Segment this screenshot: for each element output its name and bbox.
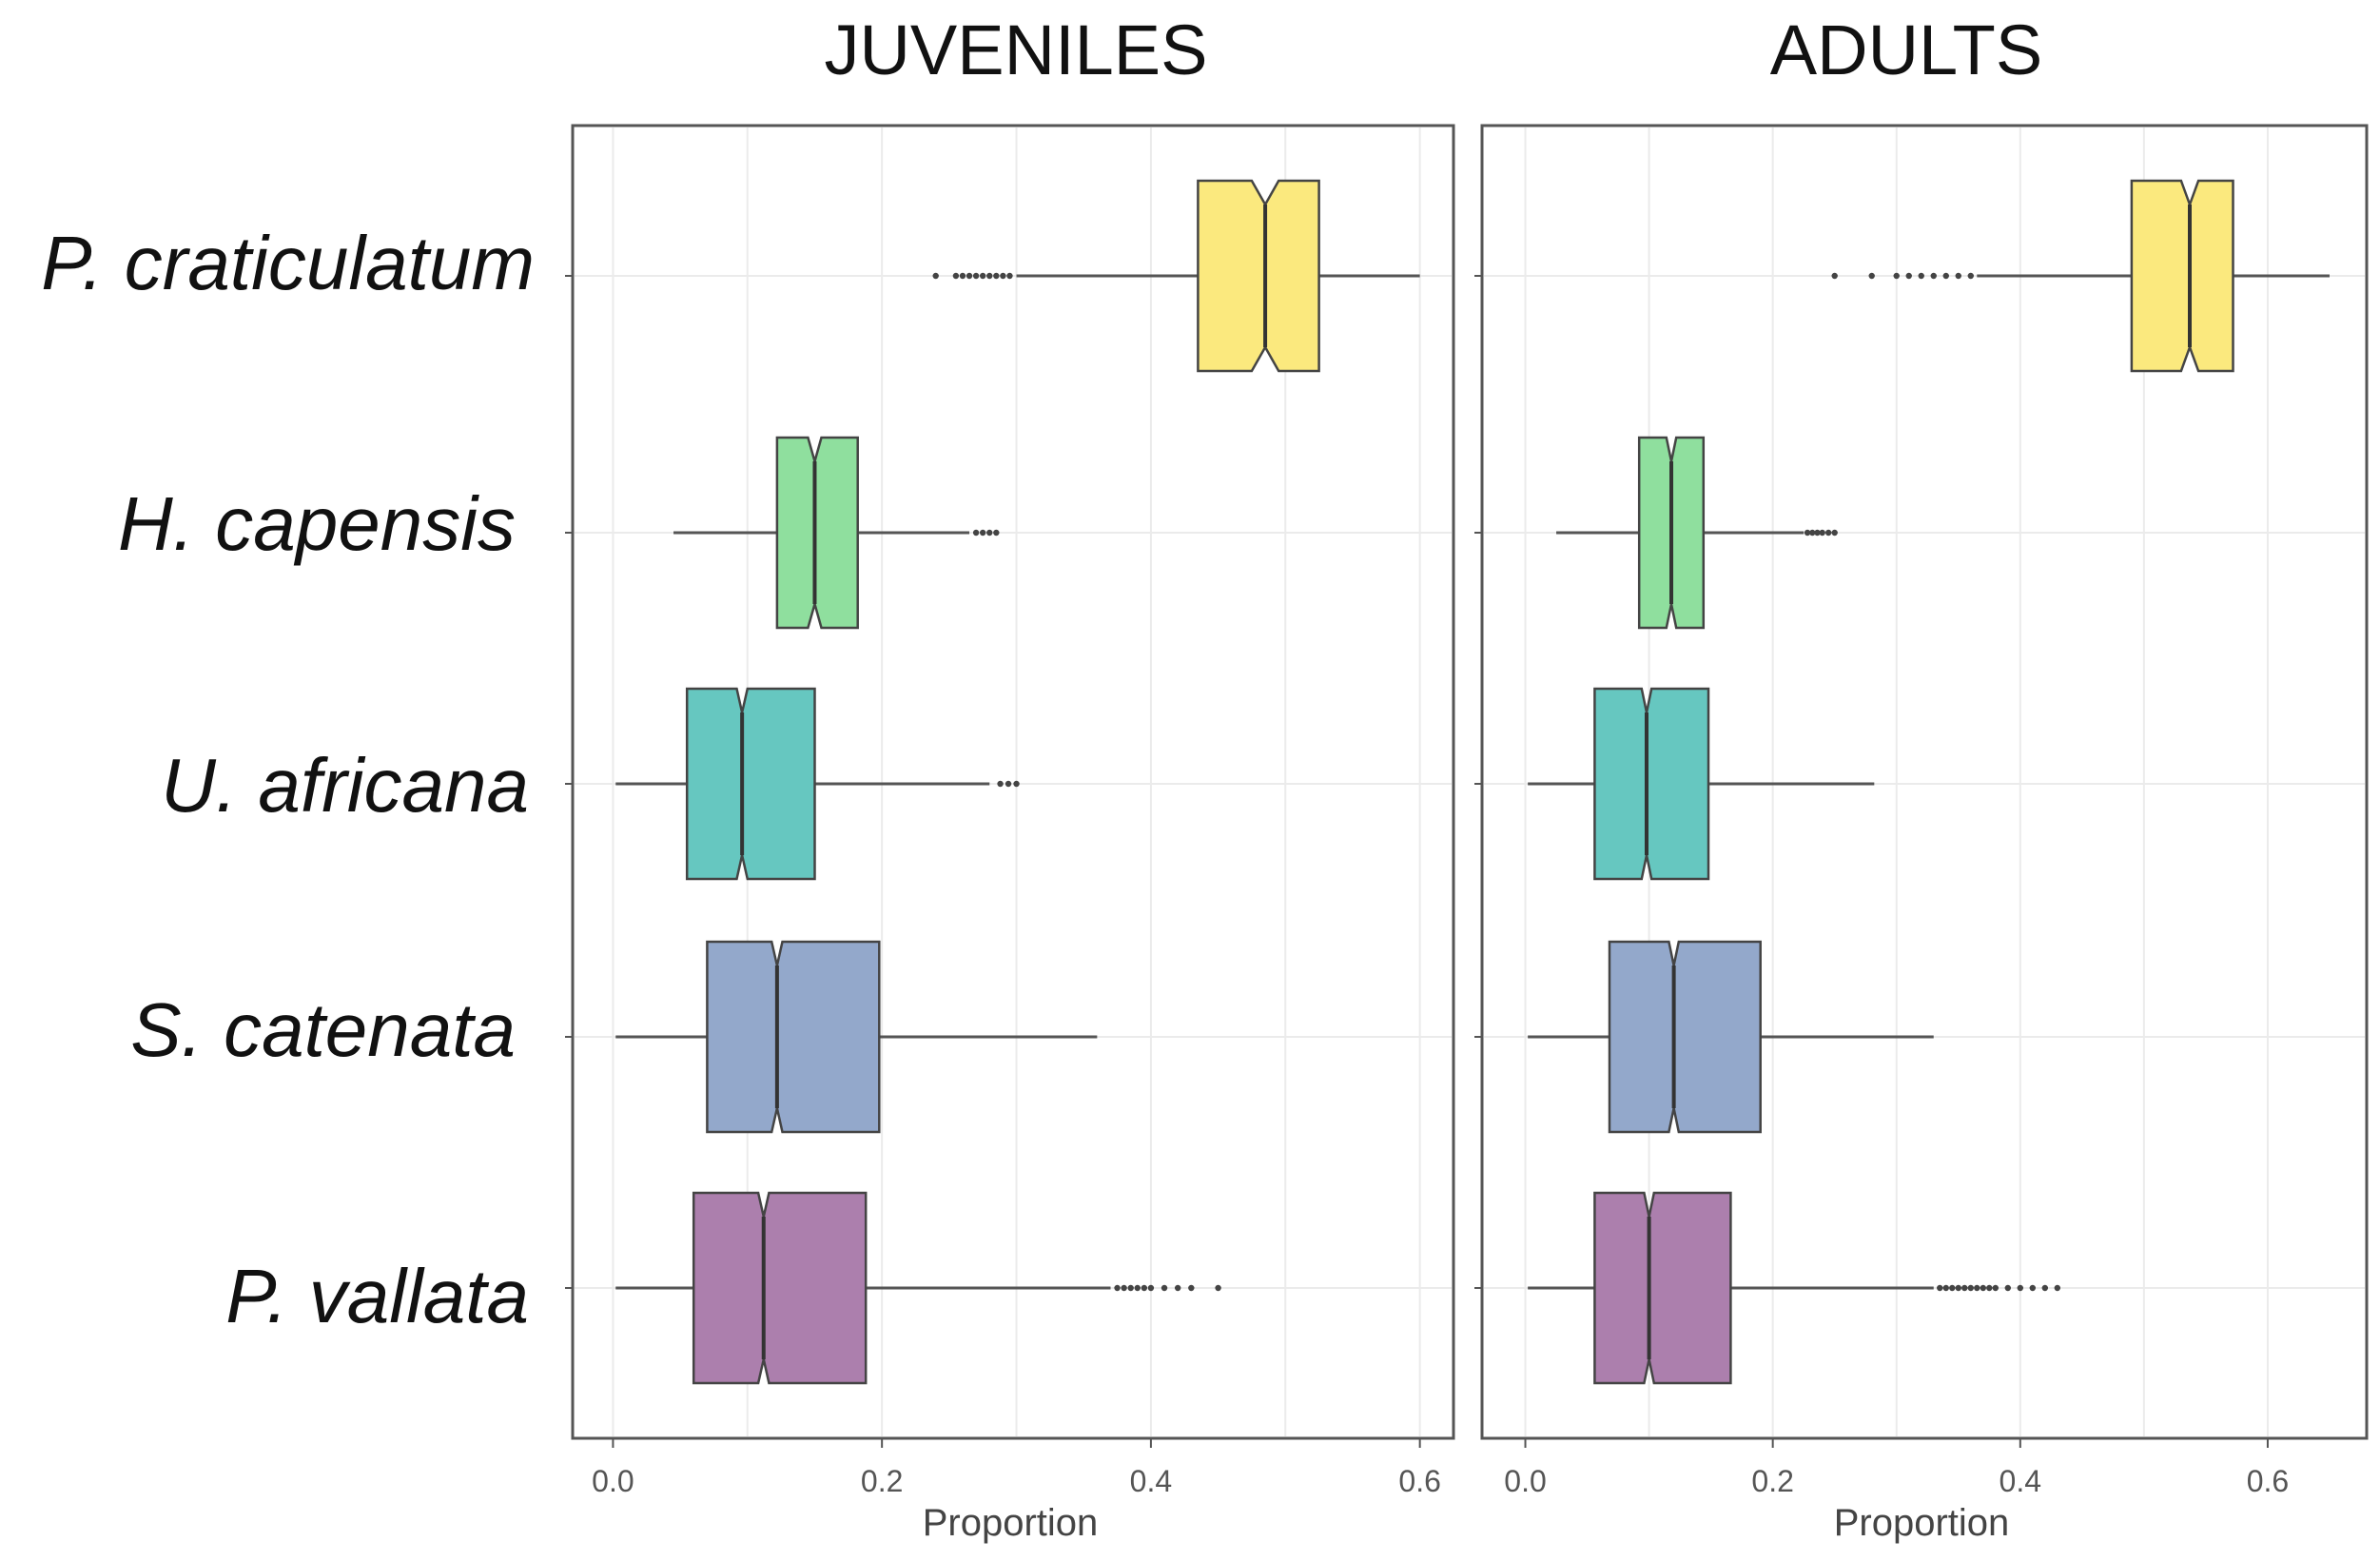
x-tick-label: 0.0 [1504, 1464, 1546, 1498]
box-juveniles-p-craticulatum [1197, 179, 1320, 373]
outlier-point [1986, 1284, 1993, 1292]
panel-adults [1474, 127, 2365, 1436]
outlier-point [1992, 1284, 1999, 1292]
panel-juveniles [565, 127, 1452, 1436]
x-tick-label: 0.2 [1751, 1464, 1793, 1498]
x-tick-label: 0.6 [2247, 1464, 2289, 1498]
outlier-point [1215, 1284, 1221, 1292]
outlier-point [1949, 1284, 1956, 1292]
outlier-point [1937, 1284, 1943, 1292]
outlier-point [1868, 272, 1875, 280]
outlier-point [993, 529, 1000, 537]
box-group-adults-h-capensis [1556, 436, 1838, 630]
box-adults-u-africana [1593, 687, 1710, 881]
outlier-point [1918, 272, 1924, 280]
box-group-adults-u-africana [1528, 687, 1875, 881]
outlier-point [1147, 1284, 1155, 1292]
box-adults-p-vallata [1593, 1191, 1732, 1385]
outlier-point [2041, 1284, 2049, 1292]
outlier-point [1967, 272, 1974, 280]
outlier-point [1013, 780, 1020, 788]
outlier-point [2017, 1284, 2024, 1292]
outlier-point [1809, 529, 1816, 537]
box-juveniles-u-africana [685, 687, 816, 881]
outlier-point [1000, 272, 1006, 280]
outlier-point [1141, 1284, 1148, 1292]
box-group-adults-p-craticulatum [1831, 179, 2330, 373]
outlier-point [1955, 272, 1961, 280]
outlier-point [986, 272, 993, 280]
outlier-point [979, 529, 986, 537]
box-juveniles-s-catenata [706, 940, 881, 1134]
outlier-point [1127, 1284, 1134, 1292]
outlier-point [1188, 1284, 1195, 1292]
species-label-s-catenata: S. catenata [130, 987, 516, 1072]
outlier-point [959, 272, 966, 280]
box-group-juveniles-s-catenata [615, 940, 1098, 1134]
outlier-point [1006, 272, 1013, 280]
outlier-point [1831, 272, 1838, 280]
x-axis-title-adults: Proportion [1834, 1502, 2010, 1544]
outlier-point [1955, 1284, 1961, 1292]
outlier-point [1161, 1284, 1168, 1292]
species-label-p-craticulatum: P. craticulatum [41, 221, 535, 305]
box-group-juveniles-u-africana [615, 687, 1020, 881]
box-juveniles-h-capensis [775, 436, 859, 630]
outlier-point [966, 272, 973, 280]
outlier-point [1942, 272, 1949, 280]
outlier-point [986, 529, 993, 537]
box-adults-p-craticulatum [2130, 179, 2234, 373]
x-tick-label: 0.2 [861, 1464, 903, 1498]
outlier-point [972, 272, 980, 280]
outlier-point [1980, 1284, 1986, 1292]
species-label-u-africana: U. africana [161, 743, 529, 828]
outlier-point [1174, 1284, 1181, 1292]
outlier-point [1005, 780, 1012, 788]
species-label-h-capensis: H. capensis [118, 481, 516, 566]
outlier-point [1114, 1284, 1121, 1292]
outlier-point [2029, 1284, 2037, 1292]
box-adults-s-catenata [1608, 940, 1762, 1134]
outlier-point [1819, 529, 1825, 537]
outlier-point [1905, 272, 1912, 280]
box-group-adults-s-catenata [1528, 940, 1934, 1134]
box-group-juveniles-p-craticulatum [932, 179, 1420, 373]
outlier-point [952, 272, 960, 280]
box-group-adults-p-vallata [1528, 1191, 2061, 1385]
outlier-point [1942, 1284, 1949, 1292]
outlier-point [979, 272, 986, 280]
outlier-point [1961, 1284, 1968, 1292]
outlier-point [2054, 1284, 2061, 1292]
panel-title-adults: ADULTS [1770, 10, 2042, 89]
outlier-point [972, 529, 980, 537]
box-group-juveniles-p-vallata [615, 1191, 1221, 1385]
outlier-point [1974, 1284, 1980, 1292]
x-tick-label: 0.4 [2000, 1464, 2041, 1498]
x-axis-adults: 0.0 0.2 0.4 0.6 [1504, 1438, 2289, 1498]
outlier-point [1804, 529, 1811, 537]
x-tick-label: 0.6 [1398, 1464, 1440, 1498]
species-label-p-vallata: P. vallata [225, 1254, 529, 1338]
box-juveniles-p-vallata [692, 1191, 868, 1385]
x-axis-title-juveniles: Proportion [923, 1502, 1099, 1544]
outlier-point [1824, 529, 1832, 537]
box-group-juveniles-h-capensis [673, 436, 1000, 630]
x-axis-juveniles: 0.0 0.2 0.4 0.6 [592, 1438, 1441, 1498]
x-tick-label: 0.0 [592, 1464, 634, 1498]
outlier-point [1814, 529, 1821, 537]
outlier-point [1967, 1284, 1974, 1292]
outlier-point [1134, 1284, 1141, 1292]
outlier-point [1893, 272, 1900, 280]
outlier-point [2004, 1284, 2011, 1292]
outlier-point [1930, 272, 1937, 280]
outlier-point [932, 272, 939, 280]
outlier-point [997, 780, 1004, 788]
x-tick-label: 0.4 [1130, 1464, 1172, 1498]
panel-title-juveniles: JUVENILES [824, 10, 1207, 89]
outlier-point [993, 272, 1000, 280]
outlier-point [1121, 1284, 1127, 1292]
outlier-point [1831, 529, 1838, 537]
